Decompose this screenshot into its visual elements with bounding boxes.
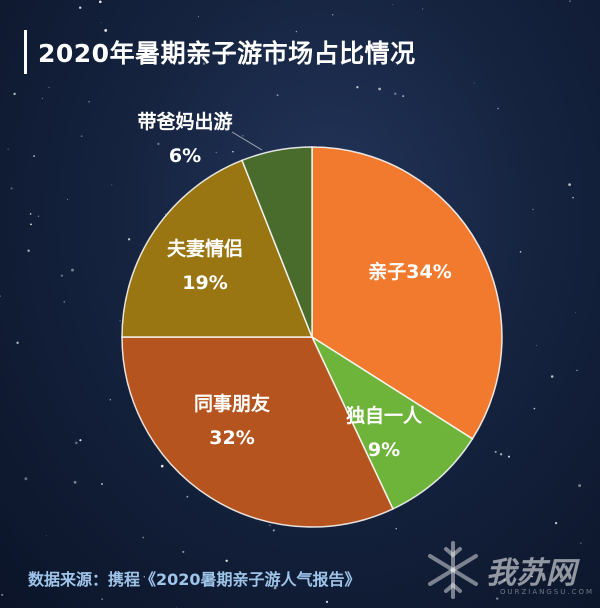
- pie-slice-3: [121, 336, 394, 528]
- pie-slice-4: [121, 159, 314, 338]
- slice-label-5-line-1: 带爸妈出游: [137, 110, 232, 133]
- slice-label-2-line-1: 独自一人: [346, 404, 423, 427]
- snowflake-watermark-icon: [428, 541, 478, 599]
- pie-slice-2: [310, 334, 474, 510]
- slice-label-3-line-2: 32%: [209, 427, 254, 449]
- source-note: 数据来源：携程《2020暑期亲子游人气报告》: [28, 570, 361, 589]
- site-logo-subtext: OURZIANGSU.COM: [500, 588, 595, 596]
- chart-title: 2020年暑期亲子游市场占比情况: [38, 39, 416, 68]
- slice-label-2-line-2: 9%: [368, 439, 400, 461]
- slice-label-1-line-1: 亲子34%: [368, 260, 451, 283]
- slice-label-4-line-1: 夫妻情侣: [167, 237, 243, 260]
- title-accent-bar: [24, 30, 27, 74]
- leader-line: [231, 131, 263, 151]
- slice-label-5-line-2: 6%: [169, 145, 201, 167]
- site-logo: 我苏网: [486, 556, 576, 591]
- pie-slice-1: [311, 146, 503, 440]
- slice-label-3-line-1: 同事朋友: [194, 392, 270, 415]
- slice-label-4-line-2: 19%: [182, 272, 227, 294]
- pie-slice-5: [241, 146, 313, 338]
